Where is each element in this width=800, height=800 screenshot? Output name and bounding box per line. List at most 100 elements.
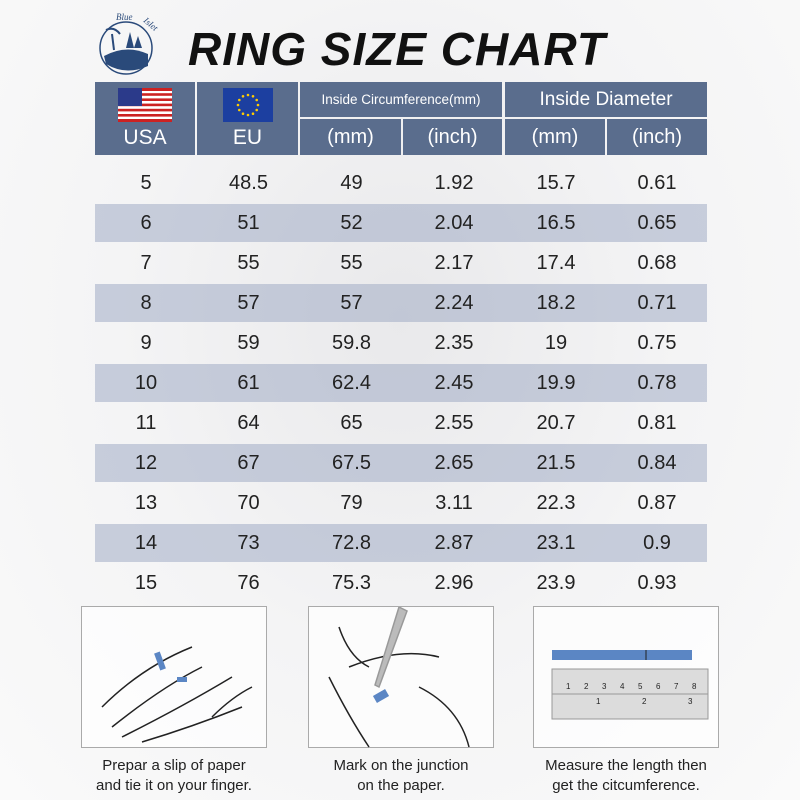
table-cell: 48.5 xyxy=(229,171,268,194)
ruler-tick-cm: 4 xyxy=(620,682,625,691)
step-1-line1: Prepar a slip of paper xyxy=(102,757,246,774)
header-usa: USA xyxy=(95,82,195,155)
ruler-tick-inch: 1 xyxy=(596,697,601,706)
table-row: 14 73 72.8 2.87 23.1 0.9 xyxy=(95,524,707,562)
table-cell: 0.78 xyxy=(637,371,677,394)
table-cell: 23.1 xyxy=(536,531,576,554)
table-row: 10 61 62.4 2.45 19.9 0.78 xyxy=(95,364,707,402)
hand-with-paper-icon xyxy=(101,646,253,743)
table-cell: 62.4 xyxy=(332,371,371,394)
ruler-tick-inch: 2 xyxy=(642,697,647,706)
table-cell: 19 xyxy=(544,331,568,354)
usa-flag-icon xyxy=(118,87,172,122)
step-1-illustration xyxy=(81,606,267,748)
table-cell: 59.8 xyxy=(332,331,371,354)
table-cell: 52 xyxy=(340,211,363,234)
header-diam-inch: (inch) xyxy=(607,119,707,155)
ruler-tick-cm: 5 xyxy=(638,682,643,691)
table-cell: 16.5 xyxy=(536,211,576,234)
table-cell: 72.8 xyxy=(332,531,371,554)
step-3-line1: Measure the length then xyxy=(545,757,707,774)
table-cell: 2.55 xyxy=(434,411,474,434)
table-cell: 2.17 xyxy=(434,251,474,274)
ruler-tick-cm: 2 xyxy=(584,682,589,691)
table-cell: 2.45 xyxy=(434,371,474,394)
table-cell: 55 xyxy=(237,251,260,274)
table-cell: 67 xyxy=(237,451,260,474)
header-diam-mm: (mm) xyxy=(505,119,605,155)
table-cell: 64 xyxy=(237,411,260,434)
table-cell: 0.68 xyxy=(637,251,677,274)
ruler-tick-cm: 6 xyxy=(656,682,661,691)
table-row: 9 59 59.8 2.35 19 0.75 xyxy=(95,324,707,362)
table-cell: 2.96 xyxy=(434,571,474,594)
table-cell: 0.9 xyxy=(643,531,671,554)
step-2-line1: Mark on the junction xyxy=(333,757,469,774)
table-row: 15 76 75.3 2.96 23.9 0.93 xyxy=(95,564,707,602)
table-cell: 0.84 xyxy=(637,451,677,474)
table-cell: 8 xyxy=(140,291,152,314)
page-title: RING SIZE CHART xyxy=(188,23,606,75)
table-cell: 17.4 xyxy=(536,251,576,274)
table-cell: 19.9 xyxy=(536,371,576,394)
table-cell: 14 xyxy=(134,531,158,554)
table-cell: 2.65 xyxy=(434,451,474,474)
header-eu-label: EU xyxy=(232,125,263,149)
table-row: 12 67 67.5 2.65 21.5 0.84 xyxy=(95,444,707,482)
table-cell: 49 xyxy=(340,171,363,194)
table-row: 6 51 52 2.04 16.5 0.65 xyxy=(95,204,707,242)
ruler-measure-icon: 1 2 3 4 5 6 7 81 2 3 xyxy=(551,650,709,720)
hand-marking-paper-icon xyxy=(328,605,470,748)
table-cell: 76 xyxy=(237,571,260,594)
table-cell: 57 xyxy=(237,291,260,314)
step-2-caption: Mark on the junction on the paper. xyxy=(291,756,511,796)
table-row: 13 70 79 3.11 22.3 0.87 xyxy=(95,484,707,522)
table-row: 8 57 57 2.24 18.2 0.71 xyxy=(95,284,707,322)
table-cell: 73 xyxy=(237,531,260,554)
table-cell: 7 xyxy=(140,251,152,274)
step-1-line2: and tie it on your finger. xyxy=(96,777,252,794)
ruler-tick-cm: 1 xyxy=(566,682,571,691)
table-cell: 21.5 xyxy=(536,451,576,474)
table-row: 7 55 55 2.17 17.4 0.68 xyxy=(95,244,707,282)
svg-text:Islet: Islet xyxy=(141,15,160,34)
ruler-tick-cm: 8 xyxy=(692,682,697,691)
table-cell: 23.9 xyxy=(536,571,576,594)
step-3-caption: Measure the length then get the citcumfer… xyxy=(516,756,736,796)
table-row: 11 64 65 2.55 20.7 0.81 xyxy=(95,404,707,442)
table-cell: 20.7 xyxy=(536,411,576,434)
table-cell: 15 xyxy=(134,571,158,594)
table-cell: 0.75 xyxy=(637,331,677,354)
ruler-tick-cm: 3 xyxy=(602,682,607,691)
table-cell: 6 xyxy=(140,211,152,234)
header-circ-mm: (mm) xyxy=(300,119,401,155)
table-cell: 11 xyxy=(135,411,157,434)
table-cell: 13 xyxy=(134,491,158,514)
table-cell: 15.7 xyxy=(536,171,576,194)
table-cell: 0.61 xyxy=(637,171,677,194)
table-cell: 2.04 xyxy=(434,211,474,234)
table-cell: 0.71 xyxy=(637,291,677,314)
table-cell: 75.3 xyxy=(332,571,371,594)
table-cell: 5 xyxy=(140,171,152,194)
table-cell: 51 xyxy=(237,211,260,234)
table-cell: 2.87 xyxy=(434,531,474,554)
table-cell: 9 xyxy=(140,331,152,354)
ruler-tick-inch: 3 xyxy=(688,697,693,706)
table-cell: 0.93 xyxy=(637,571,677,594)
table-row: 5 48.5 49 1.92 15.7 0.61 xyxy=(95,164,707,202)
table-cell: 18.2 xyxy=(536,291,576,314)
table-cell: 2.35 xyxy=(434,331,474,354)
header-diameter: Inside Diameter xyxy=(505,82,707,117)
table-cell: 12 xyxy=(134,451,158,474)
brand-logo: Blue Islet xyxy=(99,12,160,75)
table-cell: 79 xyxy=(340,491,363,514)
eu-flag-icon xyxy=(222,87,273,122)
table-cell: 0.65 xyxy=(637,211,677,234)
step-3-line2: get the citcumference. xyxy=(552,777,700,794)
table-cell: 2.24 xyxy=(434,291,474,314)
table-cell: 67.5 xyxy=(332,451,371,474)
table-cell: 57 xyxy=(340,291,363,314)
header-usa-label: USA xyxy=(123,125,167,149)
